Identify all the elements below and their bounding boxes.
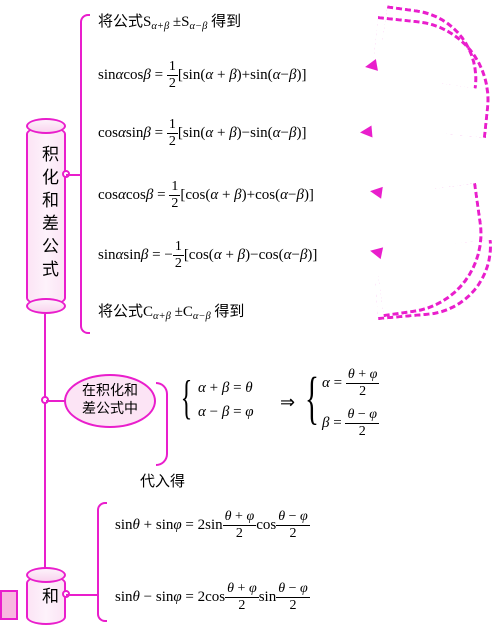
- ellipse-brace-out: [156, 382, 168, 466]
- system-brace-1: {: [181, 370, 193, 425]
- cylinder-1-top: [26, 118, 66, 134]
- cylinder-1-bot: [26, 298, 66, 314]
- conn-1: [66, 174, 82, 176]
- conn-3: [66, 594, 98, 596]
- bracket-group-2: [97, 502, 107, 622]
- callout-daide: 代入得: [140, 470, 185, 491]
- arrowhead-2: [359, 125, 372, 138]
- sum-formula-2: sinθ − sinφ = 2cosθ + φ2sinθ − φ2: [115, 582, 310, 613]
- taskbar-stub: [0, 590, 18, 620]
- formula-2: cosαsinβ = 12[sin(α + β)−sin(α−β)]: [98, 118, 306, 149]
- dashed-arrow-2: [367, 16, 498, 138]
- formula-3: cosαcosβ = 12[cos(α + β)+cos(α−β)]: [98, 180, 314, 211]
- system-eq1: α + β = θ: [198, 380, 253, 397]
- ellipse-l1: 在积化和: [82, 384, 138, 399]
- arrowhead-3: [369, 185, 383, 199]
- cylinder-1-label: 积化和差公式: [36, 145, 61, 283]
- sum-formula-1: sinθ + sinφ = 2sinθ + φ2cosθ − φ2: [115, 510, 310, 541]
- formula-1: sinαcosβ = 12[sin(α + β)+sin(α−β)]: [98, 60, 306, 91]
- line-intro-c: 将公式Cα+β ±Cα−β 得到: [98, 300, 244, 322]
- ellipse-l2: 差公式中: [82, 402, 138, 417]
- ellipse-sub: 在积化和差公式中: [64, 374, 156, 428]
- dashed-arrow-4: [372, 240, 498, 320]
- system-brace-2: {: [305, 364, 319, 431]
- cylinder-2-top: [26, 567, 66, 583]
- system-eq2: α − β = φ: [198, 404, 254, 421]
- conn-2: [46, 400, 66, 402]
- system-sol2: β = θ − φ2: [322, 408, 379, 439]
- system-implies: ⇒: [280, 392, 295, 413]
- formula-4: sinαsinβ = −12[cos(α + β)−cos(α−β)]: [98, 240, 317, 271]
- arrowhead-4: [369, 245, 383, 259]
- line-intro-s: 将公式Sα+β ±Sα−β 得到: [98, 10, 241, 32]
- arrowhead-1: [364, 59, 378, 73]
- system-sol1: α = θ + φ2: [322, 368, 379, 399]
- cylinder-2-label: 和: [36, 587, 61, 610]
